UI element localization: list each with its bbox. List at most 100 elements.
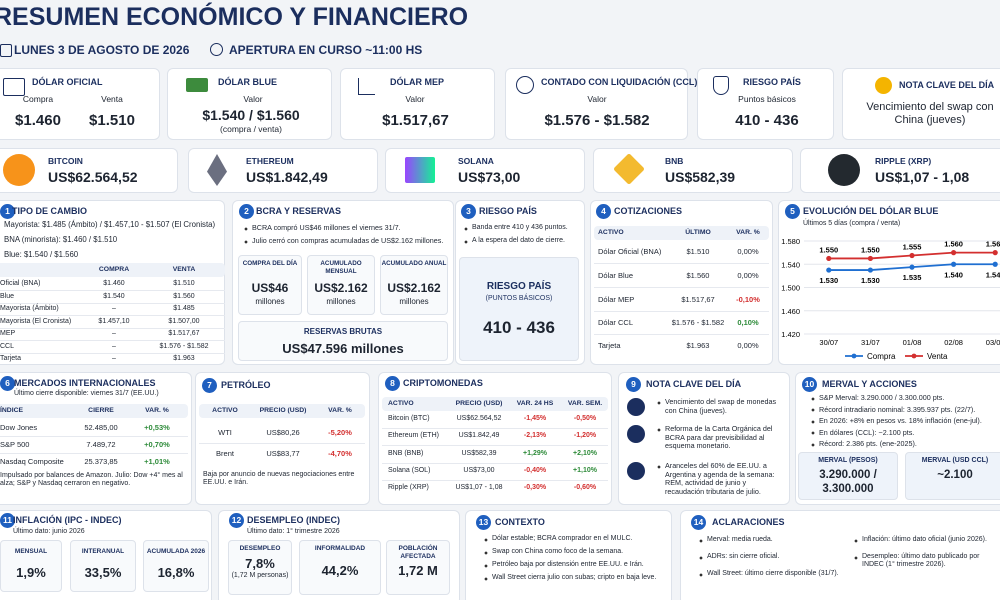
table-cell: -0,30% <box>523 484 547 491</box>
table-cell: 0,00% <box>737 341 759 350</box>
card-label: DÓLAR BLUE <box>218 77 277 87</box>
globe-icon <box>516 76 534 94</box>
table-cell: Dólar Oficial (BNA) <box>598 247 662 256</box>
table-cell: $1.963 <box>173 355 195 362</box>
text: Julio cerró con compras acumuladas de US… <box>243 236 451 246</box>
card <box>0 68 160 140</box>
table-cell: 7.489,72 <box>86 440 116 449</box>
table-header: VAR. % <box>328 407 352 414</box>
box-value: ~2.100 <box>937 469 973 481</box>
table-cell: -0,40% <box>523 467 547 474</box>
note-icon <box>627 425 645 443</box>
info-box <box>459 257 579 361</box>
text: Swap con China como foco de la semana. <box>483 548 668 557</box>
table-cell: $1.576 - $1.582 <box>671 318 725 327</box>
table-cell: $1.517,67 <box>681 295 715 304</box>
text: Vencimiento del swap de monedas con Chin… <box>656 397 786 416</box>
section-number: 8 <box>385 376 400 391</box>
table-cell: – <box>112 355 116 362</box>
text: Puntos básicos <box>738 94 796 104</box>
card <box>195 372 370 505</box>
table-header: ACTIVO <box>598 229 624 236</box>
table-cell: MEP <box>0 330 16 337</box>
text: POBLACIÓN AFECTADA <box>398 545 438 560</box>
table-cell: +1,29% <box>523 450 547 457</box>
text: Dólar estable; BCRA comprador en el MULC… <box>483 535 668 544</box>
table-cell: $1.576 - $1.582 <box>159 342 209 350</box>
table-cell: 25.373,85 <box>84 457 118 466</box>
table-cell: CCL <box>0 342 15 350</box>
text: Baja por anuncio de nuevas negociaciones… <box>203 471 355 487</box>
row-separator <box>0 315 225 317</box>
crypto-name: BNB <box>665 156 684 166</box>
row-separator <box>0 452 188 454</box>
table-cell: -4,70% <box>328 449 352 458</box>
table-cell: S&P 500 <box>0 440 30 449</box>
text: (compra / venta) <box>220 124 282 134</box>
crypto-price: US$73,00 <box>458 169 521 185</box>
section-number: 14 <box>691 515 706 530</box>
table-header: VAR. % <box>145 407 169 414</box>
table-cell: Nasdaq Composite <box>0 457 64 466</box>
table-cell: BNB (BNB) <box>388 450 424 457</box>
info-box <box>238 255 302 315</box>
table-cell: +1,01% <box>144 457 170 466</box>
row-separator <box>594 263 769 264</box>
row-separator <box>0 340 225 342</box>
table-cell: +0,53% <box>144 423 170 432</box>
table-header: COMPRA <box>98 266 130 273</box>
box-value: 1,9% <box>16 565 46 580</box>
date: LUNES 3 DE AGOSTO DE 2026 <box>14 43 190 57</box>
text: Inflación: último dato oficial (junio 20… <box>853 536 1000 545</box>
text: Vencimiento del swap con China (jueves) <box>866 101 994 127</box>
text: Valor <box>243 94 263 104</box>
table-cell: +1,10% <box>573 467 597 474</box>
text: Petróleo baja por distensión entre EE.UU… <box>483 561 668 570</box>
text: En 2026: +8% en pesos vs. 18% inflación … <box>810 416 1000 426</box>
text: MERVAL (PESOS) <box>818 457 878 464</box>
shield-icon <box>713 76 729 95</box>
section-title: DESEMPLEO (INDEC) <box>247 515 341 525</box>
section-title: MERCADOS INTERNACIONALES <box>14 378 156 388</box>
crypto-price: US$1,07 - 1,08 <box>875 169 970 185</box>
table-cell: WTI <box>218 428 232 437</box>
row-separator <box>0 435 188 437</box>
note-icon <box>627 398 645 416</box>
section-title: CONTEXTO <box>495 517 545 527</box>
table-cell: -0,50% <box>573 415 597 422</box>
table-cell: Mayorista (El Cronista) <box>0 317 72 325</box>
text: ACUMULADO ANUAL <box>381 260 447 267</box>
card <box>778 200 1000 365</box>
card-label: RIESGO PAÍS <box>743 77 801 87</box>
crypto-name: RIPPLE (XRP) <box>875 156 932 166</box>
table-header: VAR. % <box>736 229 760 236</box>
table-cell: US$62.564,52 <box>456 415 502 422</box>
table-cell: Tarjeta <box>0 355 22 362</box>
text: ADRs: sin cierre oficial. <box>698 553 848 562</box>
box-value: US$47.596 millones <box>282 341 404 356</box>
table-header: ACTIVO <box>388 400 414 407</box>
table-cell: Dow Jones <box>0 423 38 432</box>
text: BCRA compró US$46 millones el viernes 31… <box>243 223 451 233</box>
box-value: 3.290.000 / 3.300.000 <box>819 469 877 495</box>
table-cell: -0,10% <box>736 295 760 304</box>
table-cell: US$73,00 <box>463 467 495 474</box>
table-cell: $1.560 <box>173 292 195 300</box>
card <box>340 68 495 140</box>
info-box <box>307 255 375 315</box>
info-box <box>386 540 450 595</box>
section-number: 7 <box>202 378 217 393</box>
table-cell: Bitcoin (BTC) <box>388 415 430 422</box>
table-header: PRECIO (USD) <box>455 400 503 407</box>
crypto-name: SOLANA <box>458 156 494 166</box>
calendar-icon <box>0 44 12 57</box>
section-title: TIPO DE CAMBIO <box>12 206 88 216</box>
fx-line: BNA (minorista): $1.460 / $1.510 <box>4 235 118 244</box>
section-number: 5 <box>785 204 800 219</box>
text: DESEMPLEO <box>239 545 281 552</box>
row-separator <box>199 442 365 444</box>
table-cell: 52.485,00 <box>84 423 118 432</box>
table-cell: -1,45% <box>523 415 547 422</box>
table-cell: Mayorista (Ámbito) <box>0 305 59 312</box>
